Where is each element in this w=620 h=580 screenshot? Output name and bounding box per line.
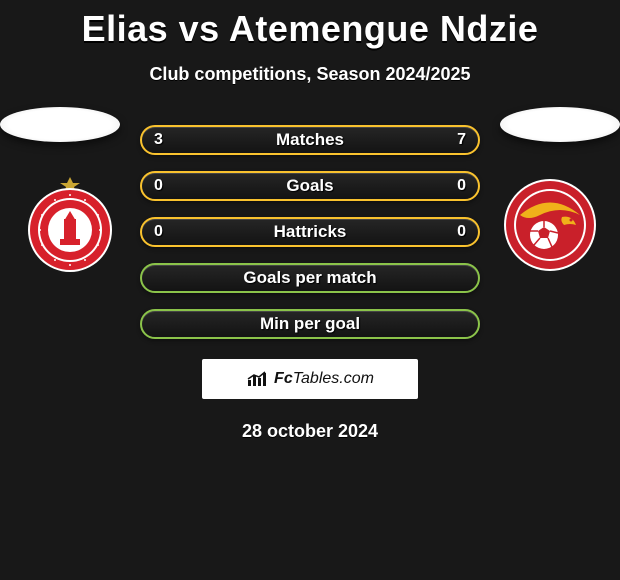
branding-suffix: Tables.com: [293, 370, 374, 388]
stat-row-goals: 0 Goals 0: [140, 171, 480, 201]
stat-row-hattricks: 0 Hattricks 0: [140, 217, 480, 247]
stats-area: 3 Matches 7 0 Goals 0 0 Hattricks 0 Goal…: [0, 125, 620, 442]
stat-row-min-per-goal: Min per goal: [140, 309, 480, 339]
stat-value-right: 0: [457, 177, 466, 195]
stat-row-goals-per-match: Goals per match: [140, 263, 480, 293]
club-crest-right: [500, 175, 600, 275]
stat-value-left: 0: [154, 223, 163, 241]
stat-value-left: 3: [154, 131, 163, 149]
stat-label: Goals: [286, 176, 333, 196]
page-title: Elias vs Atemengue Ndzie: [0, 8, 620, 50]
stat-label: Goals per match: [243, 268, 376, 288]
date-label: 28 october 2024: [0, 421, 620, 442]
stat-value-right: 0: [457, 223, 466, 241]
bar-chart-icon: [246, 370, 268, 388]
comparison-card: Elias vs Atemengue Ndzie Club competitio…: [0, 0, 620, 442]
stat-label: Matches: [276, 130, 344, 150]
branding-prefix: Fc: [274, 370, 293, 388]
stat-row-matches: 3 Matches 7: [140, 125, 480, 155]
stat-value-right: 7: [457, 131, 466, 149]
stat-label: Hattricks: [274, 222, 347, 242]
player-placeholder-right: [500, 107, 620, 142]
stat-value-left: 0: [154, 177, 163, 195]
branding-badge: FcTables.com: [202, 359, 418, 399]
stat-label: Min per goal: [260, 314, 360, 334]
player-placeholder-left: [0, 107, 120, 142]
stat-rows: 3 Matches 7 0 Goals 0 0 Hattricks 0 Goal…: [140, 125, 480, 339]
club-crest-left: [20, 175, 120, 275]
subtitle: Club competitions, Season 2024/2025: [0, 64, 620, 85]
